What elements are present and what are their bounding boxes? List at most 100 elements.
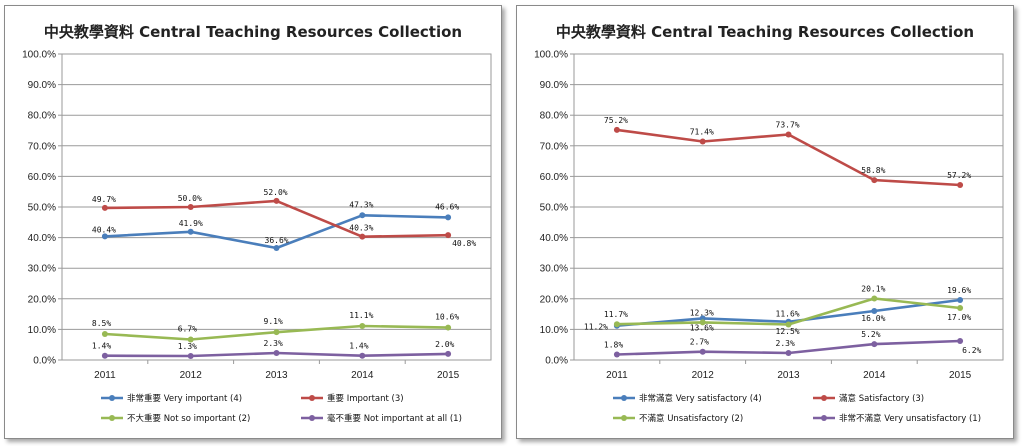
y-tick-label: 40.0%	[28, 233, 56, 244]
data-point	[101, 204, 108, 211]
y-tick-label: 70.0%	[540, 141, 568, 152]
y-tick-label: 80.0%	[28, 111, 56, 122]
chart-panel-2: 中央教學資料 Central Teaching Resources Collec…	[516, 5, 1014, 439]
legend-swatch-marker	[309, 395, 315, 401]
data-point	[445, 350, 452, 357]
data-point	[613, 126, 620, 133]
data-point	[699, 348, 706, 355]
data-point	[445, 214, 452, 221]
data-label: 17.0%	[947, 313, 971, 322]
data-point	[187, 228, 194, 235]
data-point	[187, 204, 194, 210]
legend-label: 非常不滿意 Very unsatisfactory (1)	[839, 413, 981, 424]
x-tick-label: 2013	[777, 370, 800, 381]
legend-label: 滿意 Satisfactory (3)	[839, 393, 924, 404]
data-label: 40.8%	[452, 239, 476, 248]
data-point	[101, 352, 108, 359]
chart-panel-1: 中央教學資料 Central Teaching Resources Collec…	[4, 5, 502, 439]
y-tick-label: 100.0%	[22, 50, 56, 61]
data-label: 11.7%	[604, 310, 628, 319]
data-label: 10.6%	[435, 313, 459, 322]
data-label: 58.8%	[861, 166, 885, 175]
legend-swatch-marker	[621, 395, 627, 401]
data-point	[101, 233, 108, 240]
data-label: 49.7%	[92, 195, 116, 204]
data-point	[445, 324, 452, 331]
data-label: 47.3%	[349, 200, 373, 209]
y-tick-label: 40.0%	[540, 233, 568, 244]
data-label: 12.3%	[690, 308, 714, 317]
data-point	[359, 233, 366, 240]
legend-swatch-marker	[821, 415, 827, 421]
data-label: 19.6%	[947, 286, 971, 295]
data-label: 1.4%	[92, 342, 111, 351]
data-label: 40.4%	[92, 225, 116, 234]
data-point	[957, 181, 964, 188]
data-label: 8.5%	[92, 319, 111, 328]
data-point	[871, 295, 878, 302]
y-tick-label: 10.0%	[540, 325, 568, 336]
data-label: 73.7%	[776, 120, 800, 129]
data-point	[273, 329, 280, 336]
legend-label: 重要 Important (3)	[327, 393, 404, 404]
data-point	[957, 338, 964, 345]
data-point	[957, 304, 964, 311]
data-label: 6.7%	[178, 324, 197, 333]
data-label: 40.3%	[349, 224, 373, 233]
legend-label: 非常重要 Very important (4)	[127, 393, 242, 404]
data-label: 1.3%	[178, 342, 197, 351]
data-point	[101, 330, 108, 337]
data-label: 36.6%	[265, 236, 289, 245]
data-point	[187, 353, 194, 360]
y-tick-label: 90.0%	[540, 80, 568, 91]
legend-swatch-marker	[621, 415, 627, 421]
x-tick-label: 2014	[863, 370, 886, 381]
legend-label: 不滿意 Unsatisfactory (2)	[639, 413, 743, 424]
legend-swatch-marker	[109, 415, 115, 421]
x-tick-label: 2012	[180, 370, 203, 381]
x-tick-label: 2011	[606, 370, 628, 381]
y-tick-label: 10.0%	[28, 325, 56, 336]
data-point	[785, 131, 792, 138]
legend-swatch-marker	[821, 395, 827, 401]
data-point	[359, 212, 366, 219]
data-point	[273, 197, 280, 204]
y-tick-label: 90.0%	[28, 80, 56, 91]
data-point	[187, 336, 194, 343]
data-point	[871, 308, 878, 315]
y-tick-label: 60.0%	[540, 172, 568, 183]
y-tick-label: 20.0%	[540, 294, 568, 305]
data-label: 11.1%	[349, 311, 373, 320]
data-point	[785, 349, 792, 356]
data-label: 16.0%	[861, 314, 885, 323]
x-tick-label: 2012	[692, 370, 715, 381]
data-label: 9.1%	[264, 317, 283, 326]
legend-label: 不大重要 Not so important (2)	[127, 413, 250, 424]
data-label: 57.2%	[947, 171, 971, 180]
data-label: 2.3%	[776, 339, 795, 348]
data-point	[699, 138, 706, 145]
data-label: 46.6%	[435, 202, 459, 211]
data-label: 12.5%	[776, 327, 800, 336]
series-line-2	[104, 199, 449, 238]
y-tick-label: 100.0%	[534, 50, 568, 61]
data-label: 52.0%	[264, 188, 288, 197]
data-label: 11.2%	[584, 323, 608, 332]
y-tick-label: 60.0%	[28, 172, 56, 183]
data-point	[273, 245, 280, 252]
data-point	[445, 232, 452, 239]
data-label: 1.8%	[604, 340, 623, 349]
y-tick-label: 50.0%	[540, 203, 568, 214]
legend-label: 毫不重要 Not important at all (1)	[327, 413, 462, 424]
y-tick-label: 70.0%	[28, 141, 56, 152]
x-tick-label: 2011	[94, 370, 116, 381]
data-label: 20.1%	[861, 284, 885, 293]
x-tick-label: 2013	[265, 370, 288, 381]
data-point	[359, 323, 366, 330]
y-tick-label: 0.0%	[545, 356, 568, 367]
data-point	[273, 349, 280, 356]
x-tick-label: 2015	[437, 370, 460, 381]
chart-title: 中央教學資料 Central Teaching Resources Collec…	[556, 23, 974, 41]
data-label: 75.2%	[604, 116, 628, 125]
data-label: 13.6%	[690, 323, 714, 332]
